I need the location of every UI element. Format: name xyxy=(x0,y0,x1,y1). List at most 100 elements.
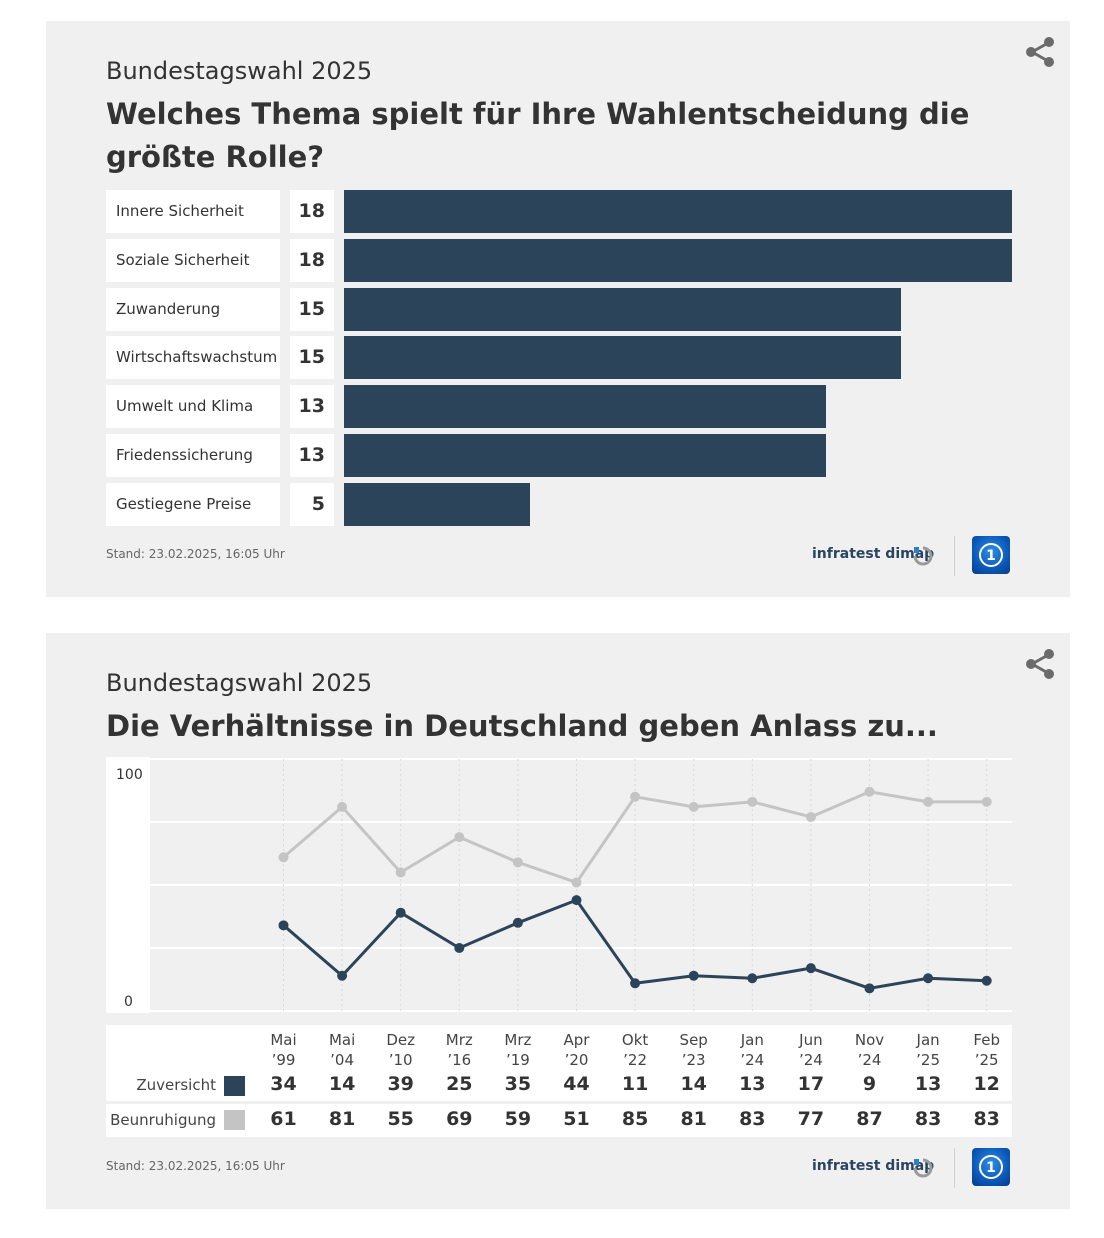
data-point xyxy=(395,907,406,918)
logo-divider xyxy=(954,536,955,576)
infratest-dimap-logo: infratest dimap xyxy=(812,546,935,562)
logo-divider xyxy=(954,1148,955,1188)
value-beunruhigung: 83 xyxy=(914,1108,942,1130)
date-label: Nov ’24 xyxy=(854,1031,885,1069)
bar xyxy=(344,287,901,331)
bar-value: 13 xyxy=(290,385,334,429)
infratest-dimap-logo: infratest dimap xyxy=(812,1158,935,1174)
data-point xyxy=(454,943,465,953)
value-beunruhigung: 81 xyxy=(328,1108,356,1130)
value-zuversicht: 25 xyxy=(446,1073,473,1095)
data-point xyxy=(454,832,465,843)
infratest-dimap-logo-icon xyxy=(913,1158,933,1178)
bar-label: Umwelt und Klima xyxy=(106,385,280,429)
date-label: Feb ’25 xyxy=(973,1031,1000,1069)
bar-row: Gestiegene Preise 5 xyxy=(106,482,1012,526)
chart-title: Welches Thema spielt für Ihre Wahlentsch… xyxy=(106,97,970,174)
bar-value: 18 xyxy=(290,238,334,282)
data-table: Zuversicht Beunruhigung Mai ’99 34 61 Mai ’04… xyxy=(106,1025,1012,1137)
bar xyxy=(344,238,1012,282)
bar-row: Zuwanderung 15 xyxy=(106,287,1012,331)
data-point xyxy=(630,978,641,989)
bar-label: Innere Sicherheit xyxy=(106,190,280,233)
data-point xyxy=(864,983,875,994)
bar-value: 15 xyxy=(290,287,334,331)
data-point xyxy=(278,920,289,931)
data-point xyxy=(630,791,641,802)
value-zuversicht: 17 xyxy=(797,1073,825,1095)
value-zuversicht: 44 xyxy=(563,1073,590,1095)
date-label: Mrz ’19 xyxy=(504,1031,532,1069)
infratest-dimap-logo-icon xyxy=(913,546,933,566)
data-point xyxy=(571,895,582,906)
date-label: Jan ’24 xyxy=(740,1031,765,1069)
data-point xyxy=(512,917,523,928)
value-zuversicht: 13 xyxy=(739,1073,766,1095)
timestamp: Stand: 23.02.2025, 16:05 Uhr xyxy=(106,547,285,561)
value-beunruhigung: 55 xyxy=(387,1108,414,1130)
data-point xyxy=(337,801,348,812)
value-zuversicht: 14 xyxy=(328,1073,356,1095)
line-chart: 100 0 xyxy=(106,757,1012,1013)
date-label: Apr ’20 xyxy=(563,1031,590,1069)
data-point xyxy=(981,796,992,807)
tagesschau-logo-icon: 1 xyxy=(972,536,1010,574)
data-point xyxy=(688,801,699,812)
tagesschau-logo-icon: 1 xyxy=(972,1148,1010,1186)
data-point xyxy=(747,973,758,984)
share-icon[interactable] xyxy=(1023,35,1057,69)
value-zuversicht: 11 xyxy=(621,1073,649,1095)
bar-value: 13 xyxy=(290,434,334,477)
bar-row: Soziale Sicherheit 18 xyxy=(106,238,1012,282)
value-beunruhigung: 51 xyxy=(563,1108,590,1130)
value-beunruhigung: 59 xyxy=(504,1108,532,1130)
data-point xyxy=(923,796,934,807)
bar-label: Wirtschaftswachstum xyxy=(106,336,280,380)
bar-label: Zuwanderung xyxy=(106,287,280,331)
data-point xyxy=(805,811,816,822)
data-point xyxy=(512,857,523,868)
value-zuversicht: 35 xyxy=(504,1073,532,1095)
data-point xyxy=(688,970,699,981)
legend-swatch-beunruhigung xyxy=(224,1110,245,1130)
value-beunruhigung: 83 xyxy=(739,1108,766,1130)
date-label: Dez ’10 xyxy=(386,1031,416,1069)
date-label: Jan ’25 xyxy=(916,1031,941,1069)
data-point xyxy=(571,877,582,888)
data-point xyxy=(981,975,992,986)
value-zuversicht: 39 xyxy=(387,1073,414,1095)
value-zuversicht: 12 xyxy=(973,1073,1000,1095)
y-tick-label: 100 xyxy=(116,767,143,783)
value-beunruhigung: 85 xyxy=(621,1108,649,1130)
bar-row: Wirtschaftswachstum 15 xyxy=(106,336,1012,380)
value-beunruhigung: 69 xyxy=(446,1108,473,1130)
bar-value: 18 xyxy=(290,190,334,233)
chart-kicker: Bundestagswahl 2025 xyxy=(106,669,373,697)
bar xyxy=(344,190,1012,233)
value-beunruhigung: 61 xyxy=(270,1108,297,1130)
bar xyxy=(344,482,530,526)
bar-value: 5 xyxy=(290,482,334,526)
share-icon[interactable] xyxy=(1023,647,1057,681)
data-point xyxy=(395,867,406,878)
bar xyxy=(344,385,827,429)
chart-card-sentiment: Bundestagswahl 2025 Die Verhältnisse in … xyxy=(46,633,1070,1209)
value-beunruhigung: 81 xyxy=(680,1108,707,1130)
value-zuversicht: 14 xyxy=(680,1073,707,1095)
date-label: Mai ’99 xyxy=(270,1031,297,1069)
value-zuversicht: 13 xyxy=(914,1073,942,1095)
value-zuversicht: 9 xyxy=(862,1073,877,1095)
date-label: Mrz ’16 xyxy=(445,1031,473,1069)
svg-text:1: 1 xyxy=(986,548,996,564)
bar-label: Gestiegene Preise xyxy=(106,482,280,526)
data-point xyxy=(923,973,934,984)
chart-kicker: Bundestagswahl 2025 xyxy=(106,57,373,85)
value-beunruhigung: 77 xyxy=(797,1108,825,1130)
chart-card-themes: Bundestagswahl 2025 Welches Thema spielt… xyxy=(46,21,1070,597)
date-label: Mai ’04 xyxy=(328,1031,356,1069)
value-beunruhigung: 87 xyxy=(856,1108,883,1130)
date-label: Okt ’22 xyxy=(621,1031,649,1069)
date-label: Sep ’23 xyxy=(679,1031,708,1069)
data-point xyxy=(747,796,758,807)
date-label: Jun ’24 xyxy=(798,1031,823,1069)
